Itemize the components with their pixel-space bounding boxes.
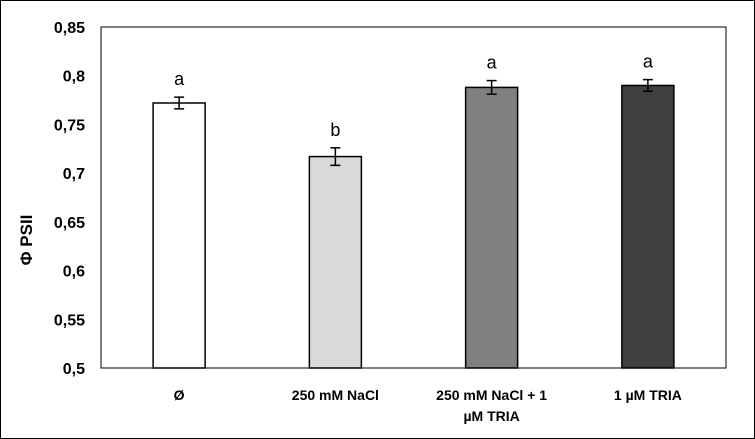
significance-label: b xyxy=(330,120,340,140)
y-tick-label: 0,6 xyxy=(63,264,85,281)
y-tick-label: 0,5 xyxy=(63,361,85,378)
y-axis-ticks: 0,5 0,55 0,6 0,65 0,7 0,75 0,8 0,85 xyxy=(54,20,85,378)
y-axis-title-text: Φ PSII xyxy=(17,215,36,266)
bar xyxy=(152,102,206,369)
error-bar xyxy=(330,147,341,167)
x-tick-label: 1 µM TRIA xyxy=(614,387,682,403)
bar xyxy=(308,155,363,369)
y-tick-label: 0,55 xyxy=(54,312,85,329)
significance-label: a xyxy=(487,53,498,73)
plot-border xyxy=(100,26,727,369)
y-axis-title: Φ PSII xyxy=(17,215,36,266)
significance-label: a xyxy=(174,69,185,89)
x-tick-label: 250 mM NaCl + 1 µM TRIA xyxy=(436,387,547,424)
error-bar xyxy=(486,79,497,95)
y-tick-label: 0,7 xyxy=(63,166,85,183)
bar xyxy=(621,84,675,369)
x-tick-label: Ø xyxy=(174,387,185,403)
error-bar xyxy=(174,96,185,110)
y-tick-label: 0,75 xyxy=(54,117,85,134)
significance-label: a xyxy=(643,52,654,72)
plot-area: a b a a xyxy=(100,26,727,369)
y-tick-label: 0,85 xyxy=(54,20,85,37)
y-tick-label: 0,8 xyxy=(63,69,85,86)
bar xyxy=(464,86,519,369)
x-axis-labels: Ø 250 mM NaCl 250 mM NaCl + 1 µM TRIA 1 µM T… xyxy=(174,387,682,424)
error-bar xyxy=(642,78,653,93)
y-tick-label: 0,65 xyxy=(54,215,85,232)
x-tick-label: 250 mM NaCl xyxy=(292,387,379,403)
